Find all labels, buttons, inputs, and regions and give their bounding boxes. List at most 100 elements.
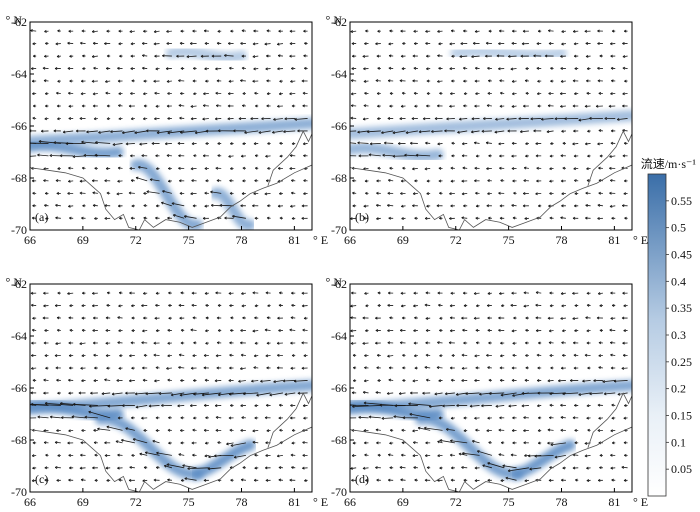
vector-arrowhead	[598, 129, 602, 133]
vector-arrowhead	[251, 379, 254, 383]
vector-arrowhead	[91, 79, 95, 83]
vector-arrowhead	[351, 42, 355, 46]
vector-arrowhead	[461, 154, 465, 158]
y-tick-label: -68	[11, 433, 27, 447]
vector-arrowhead	[30, 303, 34, 307]
x-tick-label: 75	[183, 233, 195, 247]
vector-arrowhead	[470, 130, 474, 134]
vector-arrowhead	[623, 141, 627, 145]
vector-arrowhead	[574, 304, 578, 308]
vector-arrowhead	[425, 441, 428, 445]
vector-arrowhead	[599, 328, 603, 332]
vector-arrowhead	[399, 328, 403, 332]
vector-arrow	[224, 54, 234, 57]
vector-arrow	[350, 305, 357, 307]
vector-arrowhead	[180, 328, 184, 332]
vector-arrowhead	[375, 79, 379, 83]
vector-arrowhead	[265, 441, 268, 445]
vector-arrow	[234, 454, 246, 458]
vector-arrowhead	[32, 441, 36, 445]
vector-arrowhead	[229, 341, 232, 345]
x-tick-label: 66	[344, 495, 356, 509]
vector-arrow	[45, 402, 74, 406]
vector-arrowhead	[297, 391, 301, 395]
vector-arrowhead	[458, 452, 462, 456]
vector-arrowhead	[560, 216, 563, 220]
vector-arrowhead	[425, 353, 429, 357]
vector-arrowhead	[229, 66, 232, 70]
vector-arrowhead	[399, 465, 403, 469]
vector-arrowhead	[401, 91, 405, 95]
vector-arrow	[134, 130, 148, 134]
vector-arrowhead	[449, 192, 452, 196]
vector-arrowhead	[55, 216, 58, 220]
vector-arrow	[166, 367, 172, 370]
vector-arrowhead	[451, 141, 454, 145]
vector-arrowhead	[375, 428, 379, 432]
vector-arrowhead	[621, 316, 625, 320]
vector-arrowhead	[450, 179, 454, 183]
lat-unit-label: ° N	[6, 275, 23, 289]
vector-arrow	[589, 392, 603, 395]
vector-arrow	[260, 380, 271, 382]
speed-band	[191, 439, 256, 480]
vector-arrowhead	[525, 91, 529, 95]
y-tick-label: -64	[11, 67, 27, 81]
vector-arrowhead	[191, 441, 195, 445]
vector-arrowhead	[611, 304, 615, 308]
vector-arrowhead	[118, 366, 122, 370]
vector-arrow	[55, 441, 61, 444]
vector-arrowhead	[205, 316, 209, 320]
y-tick-label: -62	[11, 277, 27, 291]
vector-arrowhead	[69, 466, 72, 470]
vector-arrowhead	[400, 204, 404, 208]
vector-arrowhead	[293, 379, 297, 383]
vector-arrowhead	[449, 304, 453, 308]
vector-arrow	[190, 167, 197, 170]
vector-arrowhead	[623, 416, 627, 420]
vector-arrow	[156, 452, 172, 456]
vector-arrowhead	[561, 42, 564, 46]
vector-arrowhead	[352, 366, 356, 370]
vector-arrow	[498, 143, 505, 145]
vector-arrowhead	[267, 304, 270, 308]
vector-arrowhead	[572, 291, 575, 295]
vector-arrowhead	[376, 478, 379, 482]
vector-arrowhead	[265, 67, 268, 71]
vector-arrowhead	[445, 427, 449, 431]
vector-arrowhead	[412, 204, 415, 208]
vector-arrowhead	[549, 403, 553, 407]
vector-arrow	[461, 367, 468, 369]
vector-arrowhead	[475, 92, 478, 96]
vector-arrowhead	[523, 441, 526, 445]
vector-arrow	[202, 118, 209, 120]
vector-arrowhead	[586, 167, 589, 171]
colorbar-tick-label: 0.15	[671, 409, 692, 423]
vector-arrow	[79, 342, 86, 345]
vector-arrowhead	[598, 366, 602, 370]
vector-arrowhead	[72, 402, 76, 406]
vector-arrowhead	[572, 29, 576, 33]
vector-arrowhead	[242, 316, 245, 320]
vector-arrow	[424, 427, 443, 431]
vector-arrowhead	[402, 353, 405, 357]
vector-arrowhead	[125, 391, 128, 395]
vector-arrowhead	[375, 203, 379, 207]
vector-arrowhead	[242, 179, 245, 183]
vector-arrowhead	[203, 29, 207, 33]
vector-arrowhead	[233, 129, 236, 133]
vector-arrowhead	[83, 153, 87, 157]
vector-arrowhead	[203, 478, 207, 482]
vector-arrowhead	[143, 353, 147, 357]
vector-arrowhead	[130, 179, 134, 183]
vector-arrowhead	[376, 353, 380, 357]
vector-arrowhead	[376, 91, 380, 95]
vector-arrowhead	[350, 104, 354, 108]
vector-arrow	[152, 440, 160, 444]
vector-arrowhead	[499, 204, 503, 208]
vector-arrowhead	[216, 41, 220, 45]
vector-arrowhead	[277, 166, 281, 170]
vector-arrowhead	[474, 66, 478, 70]
vector-arrowhead	[458, 117, 462, 121]
vector-arrowhead	[488, 29, 492, 33]
